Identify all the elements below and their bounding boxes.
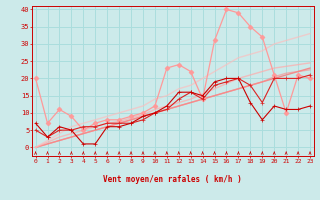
X-axis label: Vent moyen/en rafales ( km/h ): Vent moyen/en rafales ( km/h ) bbox=[103, 175, 242, 184]
